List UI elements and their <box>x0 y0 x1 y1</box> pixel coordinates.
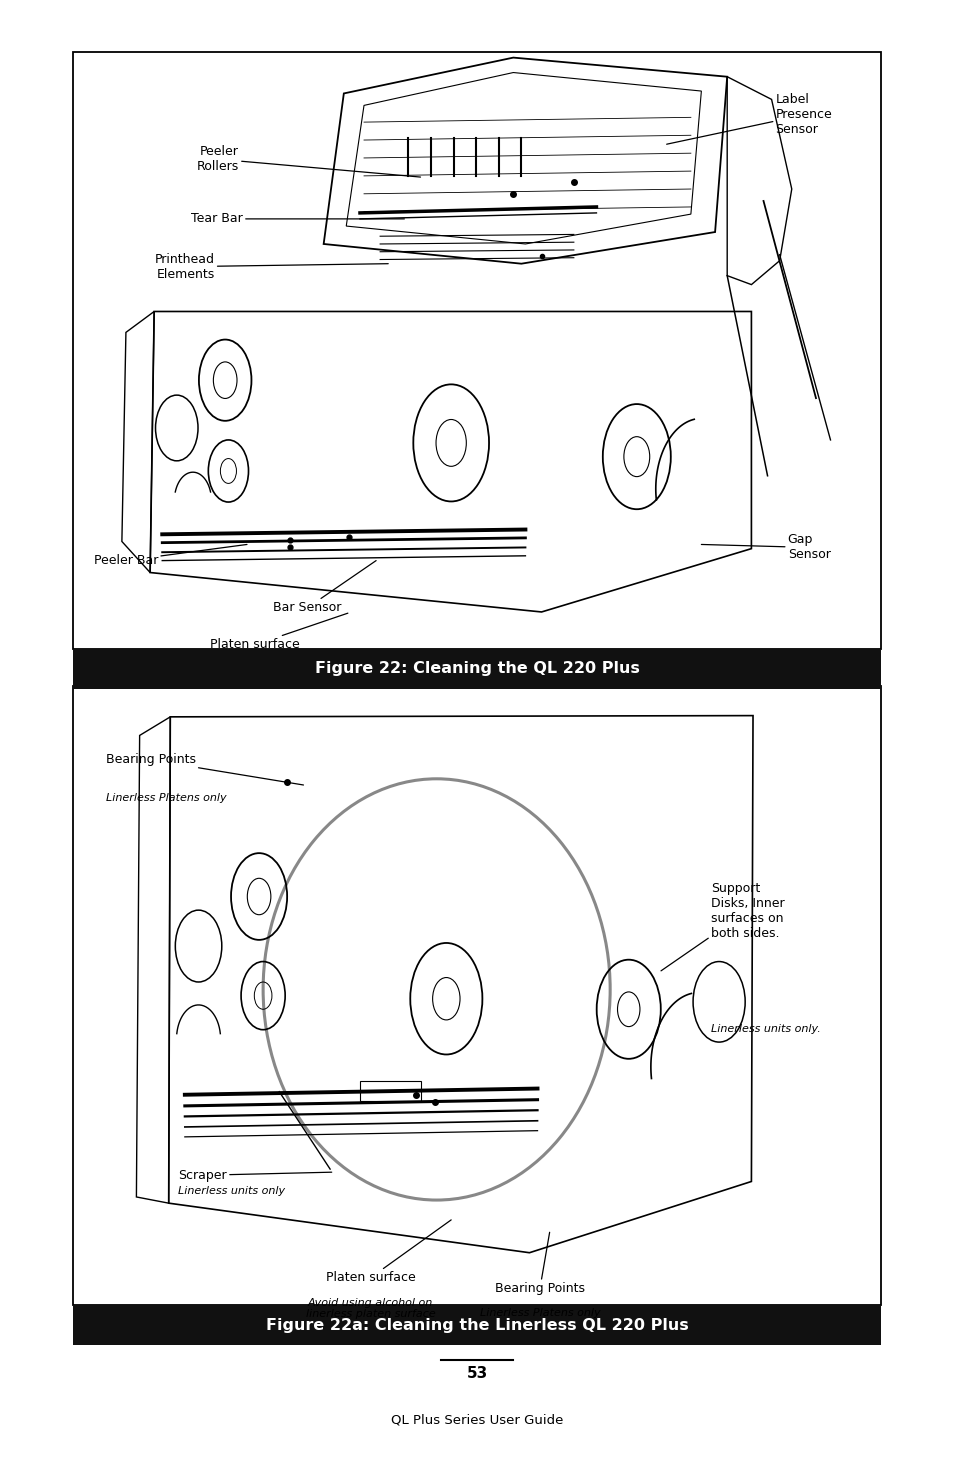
Text: QL Plus Series User Guide: QL Plus Series User Guide <box>391 1413 562 1426</box>
Text: Bearing Points: Bearing Points <box>495 1232 584 1295</box>
Text: Linerless units only: Linerless units only <box>178 1186 285 1196</box>
Text: Platen surface: Platen surface <box>325 1220 451 1285</box>
Text: Figure 22a: Cleaning the Linerless QL 220 Plus: Figure 22a: Cleaning the Linerless QL 22… <box>265 1317 688 1333</box>
Bar <box>73 686 880 1305</box>
Text: Figure 22: Cleaning the QL 220 Plus: Figure 22: Cleaning the QL 220 Plus <box>314 661 639 677</box>
Text: Gap
Sensor: Gap Sensor <box>700 534 830 562</box>
Text: Peeler
Rollers: Peeler Rollers <box>196 145 420 177</box>
Bar <box>359 1081 420 1100</box>
Text: Support
Disks, Inner
surfaces on
both sides.: Support Disks, Inner surfaces on both si… <box>660 882 784 971</box>
Text: Tear Bar: Tear Bar <box>191 212 404 226</box>
Text: 53: 53 <box>466 1366 487 1381</box>
Text: Linerless Platens only: Linerless Platens only <box>479 1308 599 1319</box>
Text: Bar Sensor: Bar Sensor <box>274 560 375 614</box>
Text: Avoid using alcohol on
linerless platen surface: Avoid using alcohol on linerless platen … <box>305 1298 435 1320</box>
Text: Peeler Bar: Peeler Bar <box>93 544 247 566</box>
Bar <box>73 52 880 649</box>
Text: Linerless Platens only: Linerless Platens only <box>106 794 226 802</box>
Text: Printhead
Elements: Printhead Elements <box>154 252 388 280</box>
Text: Linerless units only.: Linerless units only. <box>710 1024 820 1034</box>
Text: Label
Presence
Sensor: Label Presence Sensor <box>666 93 832 145</box>
Bar <box>73 1305 880 1345</box>
Text: Scraper: Scraper <box>178 1168 332 1181</box>
Bar <box>73 649 880 689</box>
Text: Bearing Points: Bearing Points <box>106 754 303 785</box>
Text: Platen surface: Platen surface <box>210 614 348 652</box>
